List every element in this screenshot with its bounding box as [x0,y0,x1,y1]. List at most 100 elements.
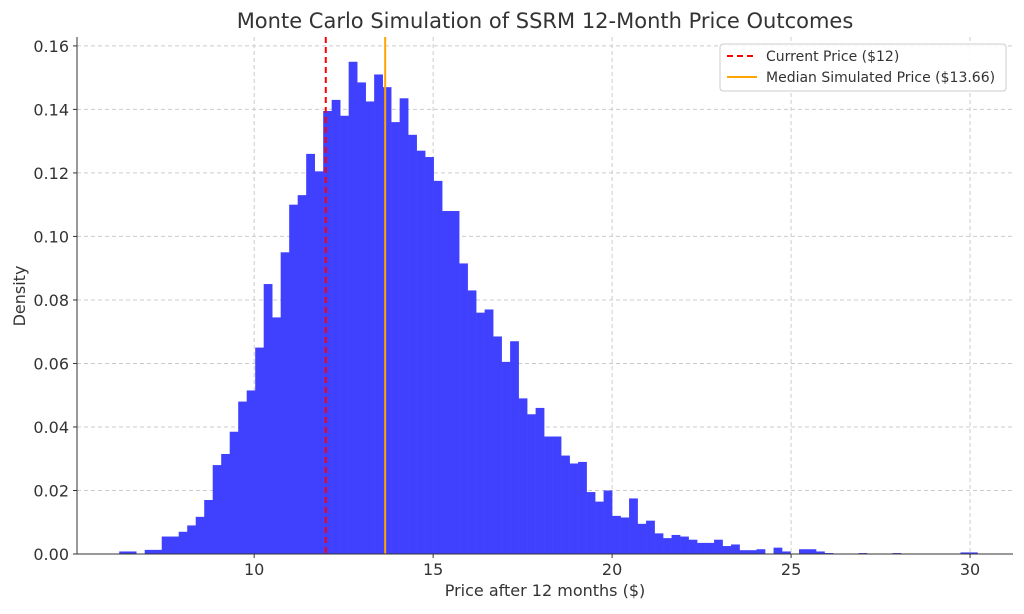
histogram-bar [807,549,817,554]
histogram-bar [544,436,553,554]
histogram-bar [433,180,443,555]
histogram-bar [416,150,426,554]
histogram-bar [187,525,197,554]
histogram-bar [654,533,664,554]
histogram-bar [280,252,290,555]
histogram-bar [968,552,978,554]
histogram-bar [501,361,511,554]
histogram-bar [246,390,256,554]
histogram-bar [323,110,332,555]
histogram-bar [493,336,502,554]
histogram-bar [739,550,749,554]
histogram-bar [195,516,205,554]
legend-label-median: Median Simulated Price ($13.66) [766,70,995,86]
histogram-bar [612,515,621,554]
histogram-bar [263,284,273,554]
histogram-bar [357,82,366,554]
histogram-bar [748,550,757,554]
legend: Current Price ($12) Median Simulated Pri… [719,43,1007,92]
histogram-bar [289,204,298,555]
histogram-bar [816,551,825,554]
histogram-bar [204,500,214,554]
y-tick-label: 0.04 [33,418,69,437]
histogram-bar [119,551,129,554]
histogram-bar [467,290,477,554]
y-tick-label: 0.10 [33,227,69,246]
histogram-bar [340,115,349,554]
histogram-bar [314,171,324,554]
histogram-bar [382,87,392,555]
histogram-bar [212,465,222,554]
histogram-bar [637,523,647,554]
histogram-bar [552,436,562,554]
histogram-bar [714,539,723,554]
histogram-bar [161,536,171,554]
y-tick-label: 0.06 [33,354,69,373]
histogram-bar [578,461,587,554]
histogram-bar [399,98,409,555]
histogram-bar [331,99,341,554]
histogram-bar [229,431,239,554]
histogram-bar [518,398,528,554]
x-tick-label: 30 [960,560,980,579]
histogram-bar [782,551,791,554]
histogram-bar [374,74,383,555]
histogram-bar [620,517,630,554]
histogram-bar [671,534,681,554]
x-tick-label: 20 [602,560,622,579]
histogram-bar [680,536,689,554]
histogram-bar [484,309,494,554]
histogram-bar [255,347,264,554]
histogram-bar [586,492,596,554]
histogram-bar [442,211,451,554]
histogram-bar [705,542,715,554]
histogram-bar [391,122,400,555]
histogram-bar [688,539,698,554]
histogram-bar [144,549,154,554]
histogram-bar [476,312,485,554]
y-tick-label: 0.12 [33,164,69,183]
histogram-bar [756,549,766,554]
legend-box [719,43,1007,92]
axes: 10 15 20 25 30 0.00 0.02 0.04 0.06 0.08 0.10 0.12 0.… [33,37,1013,579]
x-tick-label: 15 [423,560,443,579]
histogram-bar [450,211,460,554]
histogram-bar [603,490,613,554]
histogram-bar [799,549,808,554]
histogram-bar [663,538,672,554]
histogram-bar [238,401,247,554]
histogram-bar [527,414,536,554]
legend-label-current: Current Price ($12) [766,49,899,65]
histogram-bar [153,549,163,554]
histogram-bar [425,157,434,555]
histogram-bar [731,544,740,554]
histogram-bar [297,195,307,554]
chart-title: Monte Carlo Simulation of SSRM 12-Month … [237,9,854,33]
histogram-bar [178,531,188,554]
histogram-bar [629,498,638,554]
histogram-bar [510,341,519,554]
histogram-bar [127,551,137,554]
histogram-bar [348,61,358,555]
histogram-bar [773,547,783,554]
x-tick-label: 25 [781,560,801,579]
x-axis-label: Price after 12 months ($) [445,581,646,600]
histogram-bar [170,536,180,554]
histogram-bar [535,407,545,554]
reference-lines [324,37,387,554]
histogram-bar [646,520,655,554]
histogram-bars [119,61,978,555]
histogram-bar [221,453,231,554]
histogram-bar [459,263,468,554]
histogram-bar [595,501,604,554]
y-tick-label: 0.16 [33,37,69,56]
y-tick-label: 0.02 [33,481,69,500]
x-tick-label: 10 [244,560,264,579]
y-tick-label: 0.14 [33,100,69,119]
y-axis-label: Density [10,266,29,327]
histogram-bar [722,546,732,554]
y-tick-label: 0.08 [33,291,69,310]
histogram-bar [365,101,375,554]
histogram-bar [306,153,315,554]
